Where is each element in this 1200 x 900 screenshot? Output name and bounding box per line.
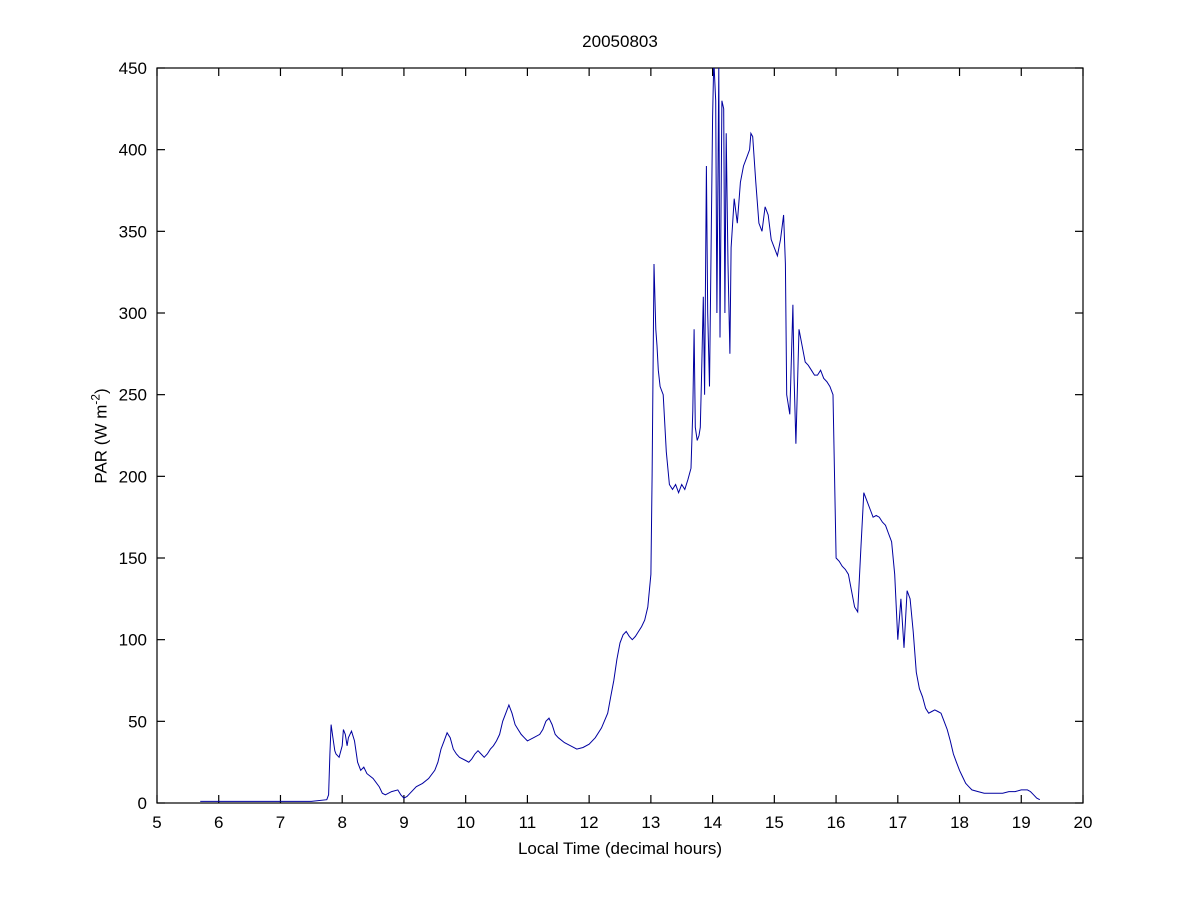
y-ticks <box>157 67 1083 804</box>
x-tick-label: 9 <box>399 813 408 832</box>
x-tick-labels: 5 6 7 8 9 10 11 12 13 14 15 16 17 18 19 20 <box>152 813 1092 832</box>
x-tick-label: 20 <box>1074 813 1093 832</box>
x-tick-label: 11 <box>519 813 537 832</box>
y-tick-label: 150 <box>119 549 147 568</box>
x-tick-label: 5 <box>152 813 161 832</box>
y-tick-label: 450 <box>119 59 147 78</box>
y-tick-label: 100 <box>119 631 147 650</box>
x-tick-label: 10 <box>456 813 475 832</box>
x-axis-label: Local Time (decimal hours) <box>517 839 723 858</box>
x-ticks <box>156 68 1084 803</box>
x-tick-label: 7 <box>276 813 285 832</box>
x-tick-label: 13 <box>641 813 660 832</box>
y-tick-label: 350 <box>119 222 147 241</box>
y-tick-label: 0 <box>138 794 147 813</box>
chart-title: 20050803 <box>582 32 658 51</box>
x-tick-label: 16 <box>827 813 846 832</box>
x-tick-label: 17 <box>888 813 907 832</box>
y-tick-label: 300 <box>119 304 147 323</box>
y-tick-label: 200 <box>119 467 147 486</box>
y-tick-label: 400 <box>119 141 147 160</box>
data-line-par <box>200 68 1041 802</box>
x-tick-label: 15 <box>765 813 784 832</box>
y-tick-label: 50 <box>128 712 147 731</box>
x-tick-label: 14 <box>703 813 722 832</box>
axes-box <box>156 67 1084 804</box>
y-tick-label: 250 <box>119 386 147 405</box>
x-tick-label: 18 <box>950 813 969 832</box>
x-tick-label: 8 <box>337 813 346 832</box>
x-tick-label: 19 <box>1012 813 1031 832</box>
x-tick-label: 12 <box>580 813 599 832</box>
x-tick-label: 6 <box>214 813 223 832</box>
y-tick-labels: 0 50 100 150 200 250 300 350 400 450 <box>119 59 147 813</box>
